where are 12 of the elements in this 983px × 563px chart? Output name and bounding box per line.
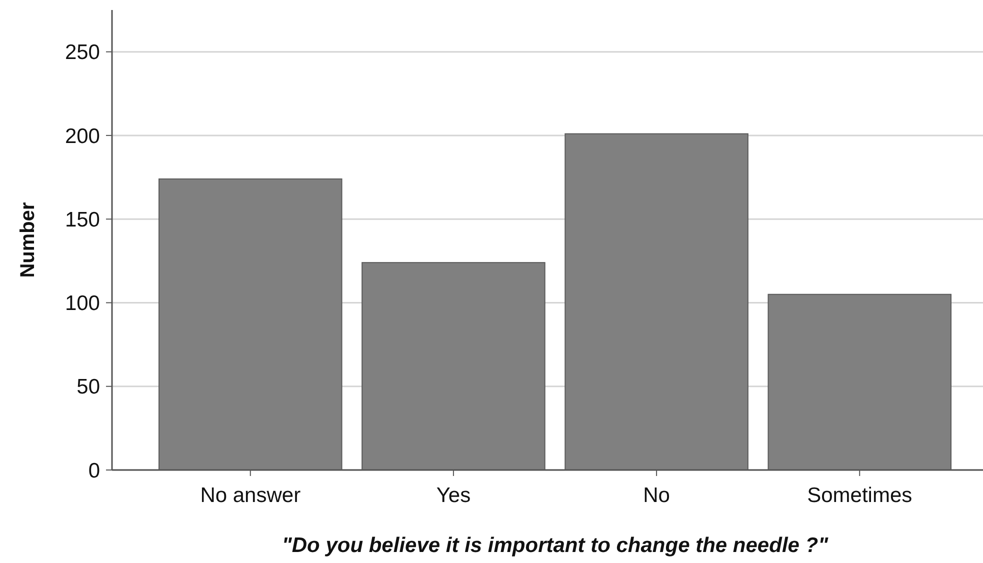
- y-tick-label: 0: [88, 459, 100, 482]
- y-tick-label: 50: [76, 376, 100, 399]
- x-tick-label: Sometimes: [807, 484, 912, 507]
- x-axis-title: "Do you believe it is important to change the needle ?": [282, 534, 830, 557]
- x-tick-label: Yes: [436, 484, 471, 507]
- y-axis-title: Number: [17, 202, 39, 278]
- y-tick-label: 250: [64, 41, 100, 64]
- x-tick-label: No: [643, 484, 670, 507]
- y-tick-label: 150: [64, 208, 100, 232]
- y-tick-label: 100: [64, 292, 100, 316]
- y-tick-label: 200: [64, 124, 100, 148]
- x-tick-label: No answer: [200, 484, 301, 507]
